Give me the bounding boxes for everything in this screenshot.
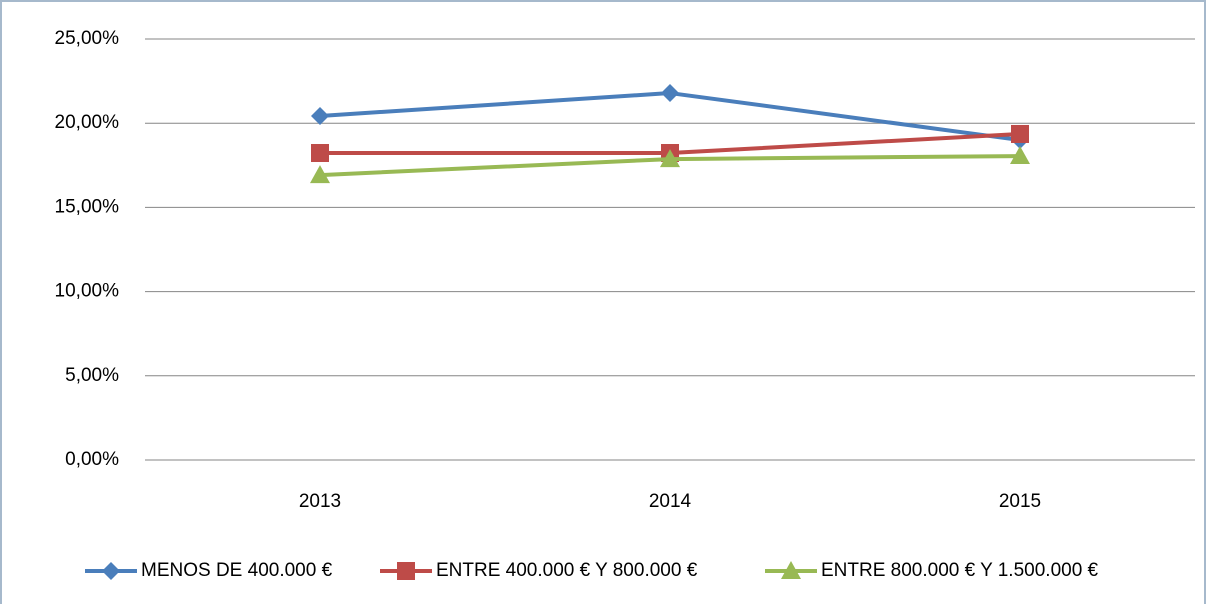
marker [397, 562, 415, 580]
x-tick-label: 2013 [299, 491, 341, 512]
y-tick-label: 20,00% [55, 112, 120, 133]
marker [310, 165, 330, 184]
marker [661, 84, 679, 103]
marker [311, 106, 329, 125]
y-tick-label: 15,00% [55, 196, 120, 217]
x-tick-label: 2014 [649, 491, 692, 512]
marker [311, 144, 329, 163]
y-tick-label: 10,00% [55, 281, 120, 302]
marker [660, 149, 680, 168]
marker [102, 562, 120, 580]
y-tick-label: 0,00% [65, 449, 119, 470]
marker [781, 561, 801, 579]
y-tick-label: 5,00% [65, 365, 119, 386]
y-tick-label: 25,00% [55, 28, 120, 49]
marker [1011, 124, 1029, 143]
x-tick-label: 2015 [999, 491, 1041, 512]
legend-label: ENTRE 400.000 € Y 800.000 € [436, 560, 698, 581]
legend-label: MENOS DE 400.000 € [141, 560, 333, 581]
legend-label: ENTRE 800.000 € Y 1.500.000 € [821, 560, 1099, 581]
marker [1010, 146, 1030, 165]
